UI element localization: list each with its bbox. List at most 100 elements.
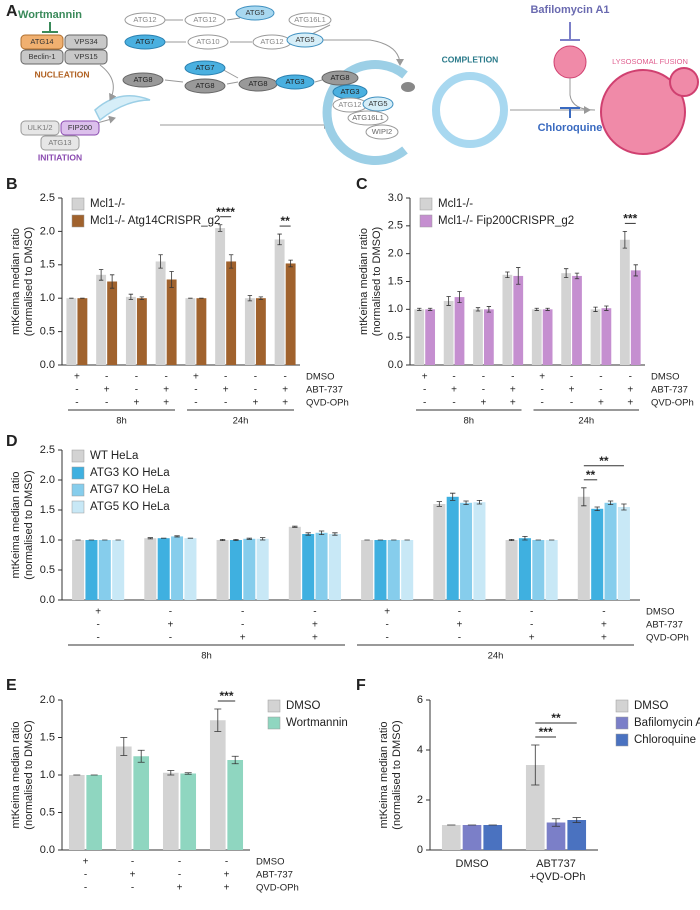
y-tick-label: 2.5 [388,220,403,232]
bar [72,540,85,600]
y-tick-label: 2.5 [40,444,55,456]
bar [454,297,465,365]
significance-label: *** [623,212,637,226]
protein-label: ATG13 [48,138,71,147]
bar [630,270,641,365]
treatment-sign: - [541,398,544,409]
protein-node [321,70,359,86]
error-bar [184,772,192,775]
bar [255,298,266,365]
treatment-sign: - [385,620,388,631]
treatment-sign: - [602,607,605,618]
treatment-sign: - [131,883,134,894]
bar [315,532,328,600]
treatment-sign: + [451,385,457,396]
protein-label: ATG3 [340,87,359,96]
error-bar [621,503,627,511]
legend-label: Mcl1-/- Fip200CRISPR_g2 [438,215,574,227]
y-tick-label: 2.5 [40,192,55,204]
protein-label: Beclin-1 [28,52,55,61]
treatment-name: QVD-OPh [256,883,299,894]
error-bar [486,306,492,313]
y-tick-label: 4 [417,744,423,756]
y-tick-label: 1.0 [40,769,55,781]
treatment-sign: + [312,633,318,644]
protein-label: ATG8 [133,75,152,84]
treatment-sign: - [599,372,602,383]
error-bar [219,539,226,541]
bar [328,534,341,600]
treatment-name: QVD-OPh [651,398,694,409]
treatment-sign: + [224,870,230,881]
protein-label: ATG5 [368,99,387,108]
bar [513,275,524,365]
bar [185,298,196,365]
error-bar [233,539,239,541]
treatment-sign: - [75,398,78,409]
bar [619,239,630,365]
treatment-name: ABT-737 [646,620,683,631]
error-bar [522,536,528,541]
bar [216,540,229,600]
protein-node [124,12,166,28]
error-bar [417,307,422,311]
legend-label: Mcl1-/- Atg14CRISPR_g2 [90,215,220,227]
legend-swatch [71,214,85,228]
treatment-sign: - [530,620,533,631]
legend-swatch [71,197,85,211]
y-axis-label: mtKeima median ratio [10,472,22,579]
protein-label: ATG12 [260,37,283,46]
error-bar [633,264,638,277]
error-bar [563,268,569,279]
legend-label: ATG5 KO HeLa [90,501,170,513]
error-bar [288,259,293,268]
diagram-label: INITIATION [38,152,82,162]
bar [112,540,125,600]
bar [387,540,400,600]
bar [115,746,132,850]
bar [443,300,454,365]
protein-label: ATG8 [248,79,267,88]
protein-node [124,34,166,50]
bar [171,536,184,600]
panel-letter: C [356,176,368,193]
protein-node [286,32,324,48]
treatment-sign: - [482,372,485,383]
bar [162,772,179,850]
protein-label: ATG7 [135,37,154,46]
bar [531,309,542,365]
bar [98,540,111,600]
bar [401,540,414,600]
y-axis-label: mtKeima median ratio [10,722,22,829]
treatment-sign: - [530,607,533,618]
treatment-sign: - [458,607,461,618]
error-bar [572,817,581,823]
protein-node [235,5,275,21]
protein-box [60,120,100,136]
treatment-name: QVD-OPh [306,398,349,409]
protein-node [275,74,315,90]
treatment-sign: - [313,607,316,618]
treatment-sign: + [529,633,535,644]
bar [374,540,387,600]
significance-label: ** [280,214,290,228]
treatment-sign: - [254,385,257,396]
bar [243,538,256,600]
treatment-name: DMSO [306,372,335,383]
y-tick-label: 2.0 [40,694,55,706]
legend-swatch [267,716,281,730]
error-bar [137,749,145,763]
legend-label: ATG3 KO HeLa [90,467,170,479]
protein-node [187,34,229,50]
arrow [569,78,596,111]
error-bar [109,274,115,289]
error-bar [332,532,338,536]
y-tick-label: 1.5 [388,275,403,287]
bar [96,274,107,365]
error-bar [147,537,153,540]
treatment-sign: - [105,372,108,383]
treatment-sign: - [84,883,87,894]
treatment-sign: - [385,633,388,644]
bar [567,820,587,850]
